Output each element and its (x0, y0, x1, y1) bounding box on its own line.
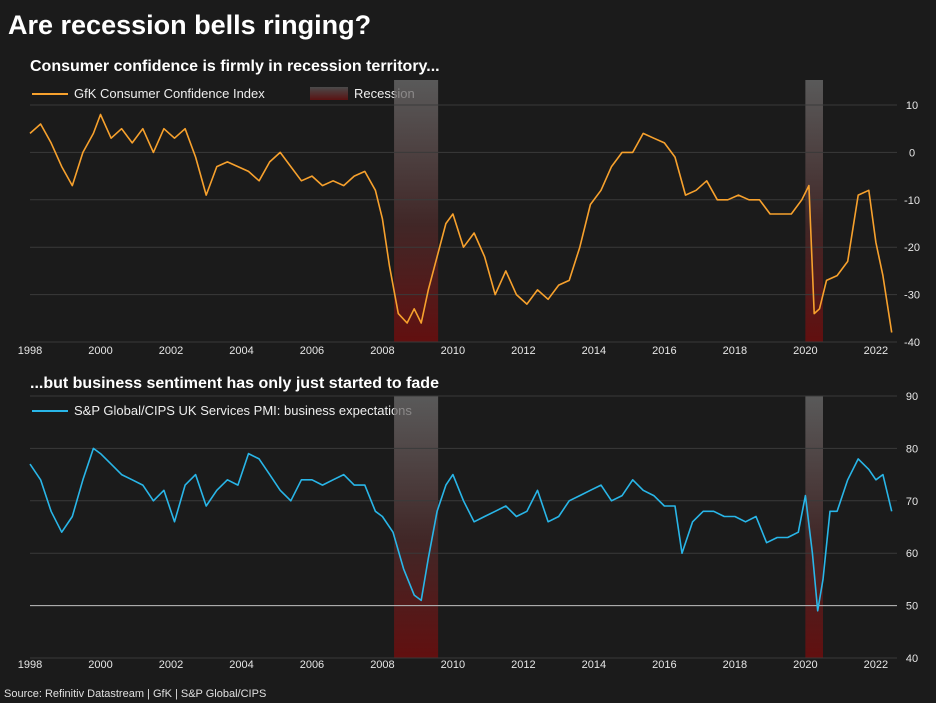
source-note: Source: Refinitiv Datastream | GfK | S&P… (4, 688, 267, 700)
chart-2-y-tick-label: 90 (906, 391, 918, 403)
chart-1-x-tick-label: 2012 (511, 345, 535, 357)
page-title: Are recession bells ringing? (8, 10, 372, 40)
chart-1-y-tick-label: -20 (904, 242, 920, 254)
chart-1-y-tick-label: 0 (909, 147, 915, 159)
chart-2-x-tick-label: 1998 (18, 659, 42, 671)
chart-1-legend-label: GfK Consumer Confidence Index (74, 86, 265, 101)
chart-2-x-tick-label: 2002 (159, 659, 183, 671)
chart-1-x-tick-label: 2000 (88, 345, 112, 357)
chart-1-x-tick-label: 2002 (159, 345, 183, 357)
chart-2-x-tick-label: 2004 (229, 659, 253, 671)
recession-legend-swatch (310, 87, 348, 100)
chart-2-legend-label: S&P Global/CIPS UK Services PMI: busines… (74, 403, 412, 418)
chart-2-x-tick-label: 2018 (723, 659, 747, 671)
chart-1-x-tick-label: 2018 (723, 345, 747, 357)
chart-2-series-line (29, 447, 893, 612)
chart-2-y-tick-label: 60 (906, 548, 918, 560)
chart-1-x-tick-label: 2008 (370, 345, 394, 357)
chart-2-x-tick-label: 2016 (652, 659, 676, 671)
chart-2-y-tick-label: 50 (906, 601, 918, 613)
chart-2-y-tick-label: 70 (906, 496, 918, 508)
chart-1-recession-band (394, 80, 439, 342)
chart-2-x-tick-label: 2020 (793, 659, 817, 671)
chart-1-plot: 10 0 -10 -20 -30 -40 1998 2000 2002 2004 2006 2008 2… (18, 80, 920, 357)
chart-1-legend-swatch (32, 92, 68, 95)
chart-2-legend-swatch (32, 409, 68, 412)
chart-2-x-tick-label: 2010 (441, 659, 465, 671)
chart-1-recession-band (805, 80, 823, 342)
chart-2-recession-band (805, 396, 823, 658)
chart-2-legend-series: S&P Global/CIPS UK Services PMI: busines… (32, 403, 412, 418)
chart-2-x-tick-label: 2000 (88, 659, 112, 671)
chart-2-x-tick-label: 2008 (370, 659, 394, 671)
chart-2-x-tick-label: 2014 (582, 659, 606, 671)
chart-1-x-tick-label: 1998 (18, 345, 42, 357)
chart-1-x-tick-label: 2010 (441, 345, 465, 357)
chart-1-y-tick-label: 10 (906, 100, 918, 112)
chart-2-x-tick-label: 2012 (511, 659, 535, 671)
chart-1-y-tick-label: -10 (904, 195, 920, 207)
chart-1-title: Consumer confidence is firmly in recessi… (30, 58, 440, 75)
chart-1-y-tick-label: -40 (904, 337, 920, 349)
chart-1-x-tick-label: 2022 (864, 345, 888, 357)
chart-2-title: ...but business sentiment has only just … (30, 375, 439, 392)
chart-2-plot: 90 80 70 60 50 40 1998 2000 2002 2004 2006 2008 2010… (18, 391, 918, 671)
chart-2-y-tick-label: 40 (906, 653, 918, 665)
chart-1-x-tick-label: 2014 (582, 345, 606, 357)
chart-2-x-tick-label: 2022 (864, 659, 888, 671)
chart-1-x-tick-label: 2020 (793, 345, 817, 357)
chart-2-x-tick-label: 2006 (300, 659, 324, 671)
chart-1-legend-series: GfK Consumer Confidence Index (32, 86, 265, 101)
chart-2-recession-band (394, 396, 439, 658)
chart-1-x-tick-label: 2006 (300, 345, 324, 357)
chart-1-x-tick-label: 2004 (229, 345, 253, 357)
chart-1-x-tick-label: 2016 (652, 345, 676, 357)
chart-1-series-line (29, 113, 893, 333)
chart-1-y-tick-label: -30 (904, 290, 920, 302)
chart-2-y-tick-label: 80 (906, 443, 918, 455)
